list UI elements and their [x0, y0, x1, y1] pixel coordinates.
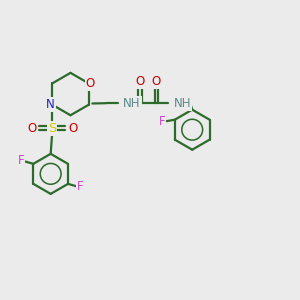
Text: NH: NH — [174, 97, 191, 110]
Text: O: O — [27, 122, 36, 135]
Text: N: N — [46, 98, 55, 111]
Text: NH: NH — [123, 97, 141, 110]
Text: F: F — [159, 115, 166, 128]
Text: O: O — [152, 76, 161, 88]
Text: O: O — [86, 77, 95, 90]
Text: F: F — [18, 154, 24, 167]
Text: S: S — [48, 122, 56, 135]
Text: O: O — [68, 122, 77, 135]
Text: F: F — [77, 180, 84, 193]
Text: O: O — [136, 76, 145, 88]
